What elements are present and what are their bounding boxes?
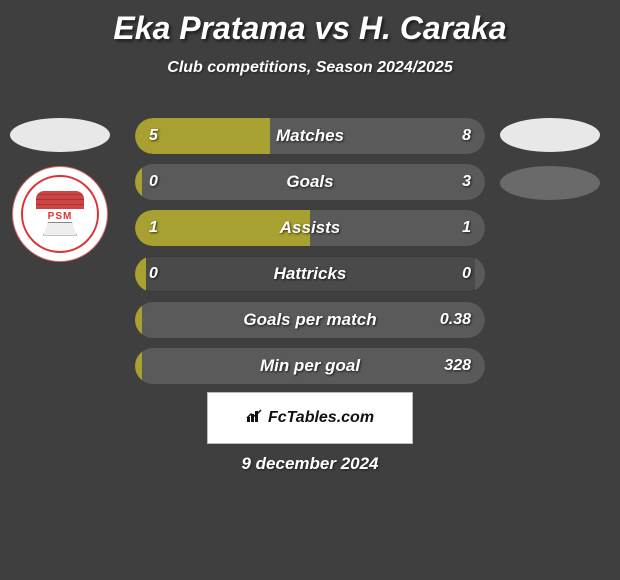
stat-value-right: 1 [462,219,471,237]
stat-bar-assists: 1 1 Assists [135,210,485,246]
snapshot-date: 9 december 2024 [241,454,378,474]
comparison-bars: 5 8 Matches 0 3 Goals 1 1 Assists 0 0 Hattricks 0.38… [135,118,485,384]
stat-label: Min per goal [260,356,360,376]
stat-label: Matches [276,126,344,146]
stat-bar-goals-per-match: 0.38 Goals per match [135,302,485,338]
page-title: Eka Pratama vs H. Caraka [0,0,620,47]
stat-value-right: 0.38 [440,311,471,329]
stat-bar-goals: 0 3 Goals [135,164,485,200]
stat-value-left: 5 [149,127,158,145]
page-subtitle: Club competitions, Season 2024/2025 [0,59,620,77]
right-team-logo-2 [500,166,600,200]
stat-label: Goals per match [243,310,376,330]
psm-boat-icon [43,222,77,236]
stat-value-left: 1 [149,219,158,237]
stat-value-right: 8 [462,127,471,145]
stat-bar-matches: 5 8 Matches [135,118,485,154]
stat-bar-left-fill [135,164,142,200]
left-team-logo-1 [10,118,110,152]
stat-label: Hattricks [274,264,347,284]
stat-value-right: 0 [462,265,471,283]
source-badge: FcTables.com [207,392,413,444]
stat-label: Goals [286,172,333,192]
stat-bar-left-fill [135,348,142,384]
stat-bar-hattricks: 0 0 Hattricks [135,256,485,292]
stat-value-left: 0 [149,173,158,191]
stat-bar-left-fill [135,302,142,338]
source-badge-text: FcTables.com [268,409,374,427]
stat-value-left: 0 [149,265,158,283]
stat-label: Assists [280,218,340,238]
stat-value-right: 328 [444,357,471,375]
psm-text: PSM [48,211,73,222]
left-team-logo-2-psm: PSM [12,166,108,262]
left-logo-column: PSM [10,118,110,262]
right-logo-column [500,118,600,200]
stat-bar-min-per-goal: 328 Min per goal [135,348,485,384]
stat-value-right: 3 [462,173,471,191]
chart-icon [246,409,264,428]
right-team-logo-1 [500,118,600,152]
psm-brick-icon [36,191,84,209]
